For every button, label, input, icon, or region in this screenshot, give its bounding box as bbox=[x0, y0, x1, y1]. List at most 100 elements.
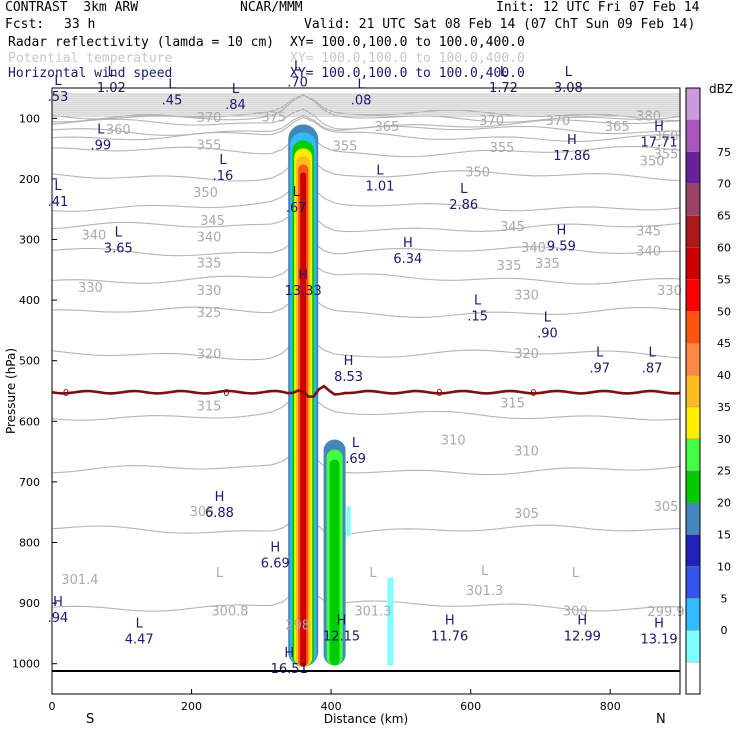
colorbar-segment bbox=[685, 343, 701, 376]
field-wind-name: Horizontal wind speed bbox=[8, 66, 173, 81]
theta-label: 300 bbox=[563, 604, 588, 619]
theta-contour-line bbox=[52, 116, 680, 142]
wind-extremum-value: .53 bbox=[48, 90, 69, 105]
y-axis-tick-label: 300 bbox=[19, 234, 40, 247]
wind-extremum-type: H bbox=[344, 354, 354, 369]
wind-extremum-type: L bbox=[136, 616, 144, 631]
wind-extremum-type: H bbox=[654, 616, 664, 631]
theta-label: 345 bbox=[500, 220, 525, 235]
wind-extremum-value: .69 bbox=[345, 452, 366, 467]
theta-label: 300.8 bbox=[211, 604, 248, 619]
zero-contour-label: 0 bbox=[530, 388, 536, 399]
theta-label: 370 bbox=[197, 111, 222, 126]
theta-label: 370 bbox=[479, 114, 504, 129]
wind-extremum-type: L bbox=[357, 78, 365, 93]
theta-label: 335 bbox=[497, 259, 522, 274]
colorbar-segment bbox=[685, 470, 701, 503]
field-theta-name: Potential temperature bbox=[8, 51, 173, 66]
colorbar: 0 5 10 15 20 25 30 35 40 45 50 55 60 65 70 75 bbox=[685, 87, 731, 695]
wind-extremum-type: L bbox=[108, 65, 116, 80]
theta-label: 335 bbox=[197, 257, 222, 272]
wind-extremum-type: L bbox=[168, 78, 176, 93]
colorbar-tick-label: 65 bbox=[717, 210, 731, 223]
wind-extremum-type: L bbox=[54, 74, 62, 89]
colorbar-tick-label: 0 bbox=[721, 624, 728, 637]
y-axis-tick-label: 400 bbox=[19, 294, 40, 307]
colorbar-tick-label: 5 bbox=[721, 592, 728, 605]
theta-minimum-flag: L bbox=[369, 566, 377, 581]
wind-extremum-value: .94 bbox=[48, 611, 69, 626]
theta-contour-line bbox=[52, 337, 680, 361]
theta-label: 365 bbox=[375, 120, 400, 135]
theta-contour-line bbox=[52, 94, 680, 123]
theta-label: 298 bbox=[285, 618, 310, 633]
wind-extremum-value: .97 bbox=[589, 362, 610, 377]
wind-extremum-value: 6.34 bbox=[393, 252, 422, 267]
wind-extremum-value: 12.99 bbox=[564, 629, 601, 644]
theta-minimum-flag: L bbox=[216, 566, 224, 581]
wind-extremum-type: L bbox=[500, 65, 508, 80]
colorbar-segment bbox=[685, 630, 701, 663]
theta-contour-line bbox=[52, 516, 680, 535]
theta-label: 330 bbox=[514, 289, 539, 304]
colorbar-segment bbox=[685, 438, 701, 471]
colorbar-segment bbox=[685, 247, 701, 280]
colorbar-tick-label: 55 bbox=[717, 273, 731, 286]
wind-extremum-value: .08 bbox=[351, 94, 372, 109]
theta-label: 305 bbox=[654, 500, 679, 515]
x-axis-tick-label: 600 bbox=[460, 700, 481, 713]
theta-label: 301.3 bbox=[354, 604, 391, 619]
theta-label: 340 bbox=[521, 241, 546, 256]
colorbar-tick-label: 50 bbox=[717, 305, 731, 318]
wind-extremum-value: 17.86 bbox=[553, 149, 590, 164]
wind-extremum-value: 11.76 bbox=[431, 629, 468, 644]
wind-extremum-type: L bbox=[115, 226, 123, 241]
wind-extremum-value: 6.69 bbox=[261, 557, 290, 572]
theta-contour-line bbox=[52, 588, 680, 612]
colorbar-segment bbox=[685, 374, 701, 408]
wind-extremum-value: 9.59 bbox=[547, 240, 576, 255]
wind-extremum-type: H bbox=[403, 236, 413, 251]
y-axis-tick-label: 1000 bbox=[12, 658, 40, 671]
x-axis-tick-label: 200 bbox=[181, 700, 202, 713]
wind-extremum-value: .99 bbox=[91, 139, 112, 154]
field-theta-xy: XY= 100.0,100.0 to 100.0,400.0 bbox=[290, 51, 525, 66]
theta-label: 315 bbox=[500, 397, 525, 412]
theta-label: 360 bbox=[106, 123, 131, 138]
reflectivity-cells bbox=[288, 124, 394, 667]
wind-extremum-type: L bbox=[376, 164, 384, 179]
colorbar-segment bbox=[685, 279, 701, 312]
field-wind-xy: XY= 100.0,100.0 to 100.0,400.0 bbox=[290, 66, 525, 81]
colorbar-segment bbox=[685, 119, 701, 152]
x-axis-tick-label: 0 bbox=[49, 700, 56, 713]
theta-contour-line bbox=[52, 449, 680, 476]
y-axis-tick-label: 900 bbox=[19, 597, 40, 610]
theta-label: 340 bbox=[81, 229, 106, 244]
theta-label: 350 bbox=[640, 155, 665, 170]
y-axis-title: Pressure (hPa) bbox=[4, 348, 18, 434]
wind-extremum-type: H bbox=[445, 613, 455, 628]
colorbar-frame bbox=[685, 87, 701, 695]
field-reflectivity-name: Radar reflectivity (lamda = 10 cm) bbox=[8, 35, 275, 50]
theta-label: 355 bbox=[490, 141, 515, 156]
wind-extremum-value: 16.51 bbox=[271, 662, 308, 677]
theta-contour-line bbox=[52, 209, 680, 233]
shallow-echo bbox=[387, 577, 394, 666]
secondary-convective-cell bbox=[329, 459, 340, 666]
theta-contour-line bbox=[52, 392, 680, 421]
axes: 0 200 400 600 800 100 200 300 400 500 600 700 800 900… bbox=[12, 87, 681, 713]
forecast-label: Fcst: bbox=[5, 17, 45, 32]
wind-extremum-value: .16 bbox=[213, 169, 234, 184]
theta-contour-line bbox=[52, 293, 680, 318]
wind-extremum-type: L bbox=[97, 123, 105, 138]
colorbar-tick-label: 30 bbox=[717, 433, 731, 446]
theta-contour-line bbox=[52, 237, 680, 257]
theta-label: 375 bbox=[261, 110, 286, 125]
theta-minimum-flag: L bbox=[572, 566, 580, 581]
theta-label: 320 bbox=[514, 347, 539, 362]
theta-label: 301.3 bbox=[466, 584, 503, 599]
wind-extremum-value: 6.88 bbox=[205, 506, 234, 521]
wind-extremum-type: H bbox=[298, 268, 308, 283]
